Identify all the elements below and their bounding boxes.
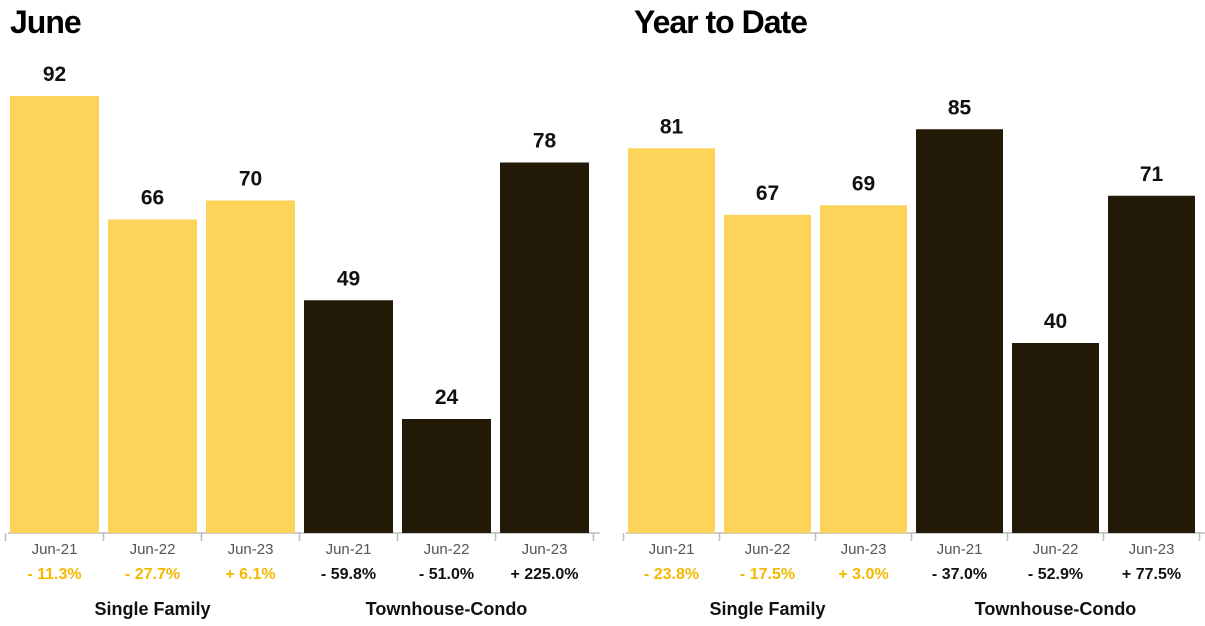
bar <box>500 162 589 533</box>
change-label: - 11.3% <box>27 566 81 583</box>
bar <box>628 148 715 533</box>
bar <box>108 219 197 533</box>
ytd-chart: 81 Jun-21 - 23.8% 67 Jun-22 - 17.5% 69 Jun-23 + … <box>622 96 1205 619</box>
bar <box>820 205 907 533</box>
data-label: 81 <box>660 115 684 138</box>
data-label: 69 <box>852 172 875 195</box>
change-label: + 225.0% <box>510 566 578 583</box>
change-label: - 59.8% <box>321 566 376 583</box>
data-label: 92 <box>43 63 66 86</box>
group-label: Single Family <box>94 599 210 619</box>
tick-label: Jun-21 <box>937 541 983 558</box>
bar <box>402 419 491 533</box>
tick-label: Jun-21 <box>32 541 78 558</box>
change-label: + 3.0% <box>838 566 888 583</box>
tick-label: Jun-23 <box>522 541 568 558</box>
panel-title: Year to Date <box>634 4 808 40</box>
data-label: 66 <box>141 187 164 210</box>
june-panel: June 92 Jun-21 - 11.3% 66 Jun-22 - 27.7% 70 Jun… <box>0 0 600 626</box>
change-label: - 37.0% <box>932 566 987 583</box>
change-label: + 6.1% <box>225 566 275 583</box>
tick-label: Jun-22 <box>745 541 791 558</box>
tick-label: Jun-21 <box>649 541 695 558</box>
bar <box>304 300 393 533</box>
bar <box>1108 195 1195 533</box>
tick-label: Jun-23 <box>1129 541 1175 558</box>
bar <box>10 96 99 533</box>
bar <box>206 200 295 533</box>
data-label: 40 <box>1044 310 1067 333</box>
tick-label: Jun-21 <box>326 541 372 558</box>
group-label: Townhouse-Condo <box>975 599 1137 619</box>
change-label: - 51.0% <box>419 566 474 583</box>
bar <box>1012 343 1099 533</box>
tick-label: Jun-23 <box>841 541 887 558</box>
data-label: 71 <box>1140 163 1164 186</box>
bar <box>916 129 1003 533</box>
data-label: 67 <box>756 182 779 205</box>
tick-label: Jun-22 <box>424 541 470 558</box>
panel-title: June <box>10 4 82 40</box>
data-label: 24 <box>435 386 459 409</box>
tick-label: Jun-22 <box>1033 541 1079 558</box>
tick-label: Jun-22 <box>130 541 176 558</box>
data-label: 70 <box>239 168 262 191</box>
tick-label: Jun-23 <box>228 541 274 558</box>
june-chart: 92 Jun-21 - 11.3% 66 Jun-22 - 27.7% 70 Jun-23 + … <box>4 63 600 619</box>
change-label: - 27.7% <box>125 566 180 583</box>
change-label: - 23.8% <box>644 566 699 583</box>
ytd-panel: Year to Date 81 Jun-21 - 23.8% 67 Jun-22 - 17… <box>622 0 1205 626</box>
change-label: + 77.5% <box>1122 566 1181 583</box>
group-label: Townhouse-Condo <box>366 599 528 619</box>
change-label: - 52.9% <box>1028 566 1083 583</box>
group-label: Single Family <box>709 599 825 619</box>
data-label: 78 <box>533 130 557 153</box>
data-label: 49 <box>337 267 360 290</box>
change-label: - 17.5% <box>740 566 795 583</box>
bar <box>724 214 811 533</box>
data-label: 85 <box>948 96 972 119</box>
